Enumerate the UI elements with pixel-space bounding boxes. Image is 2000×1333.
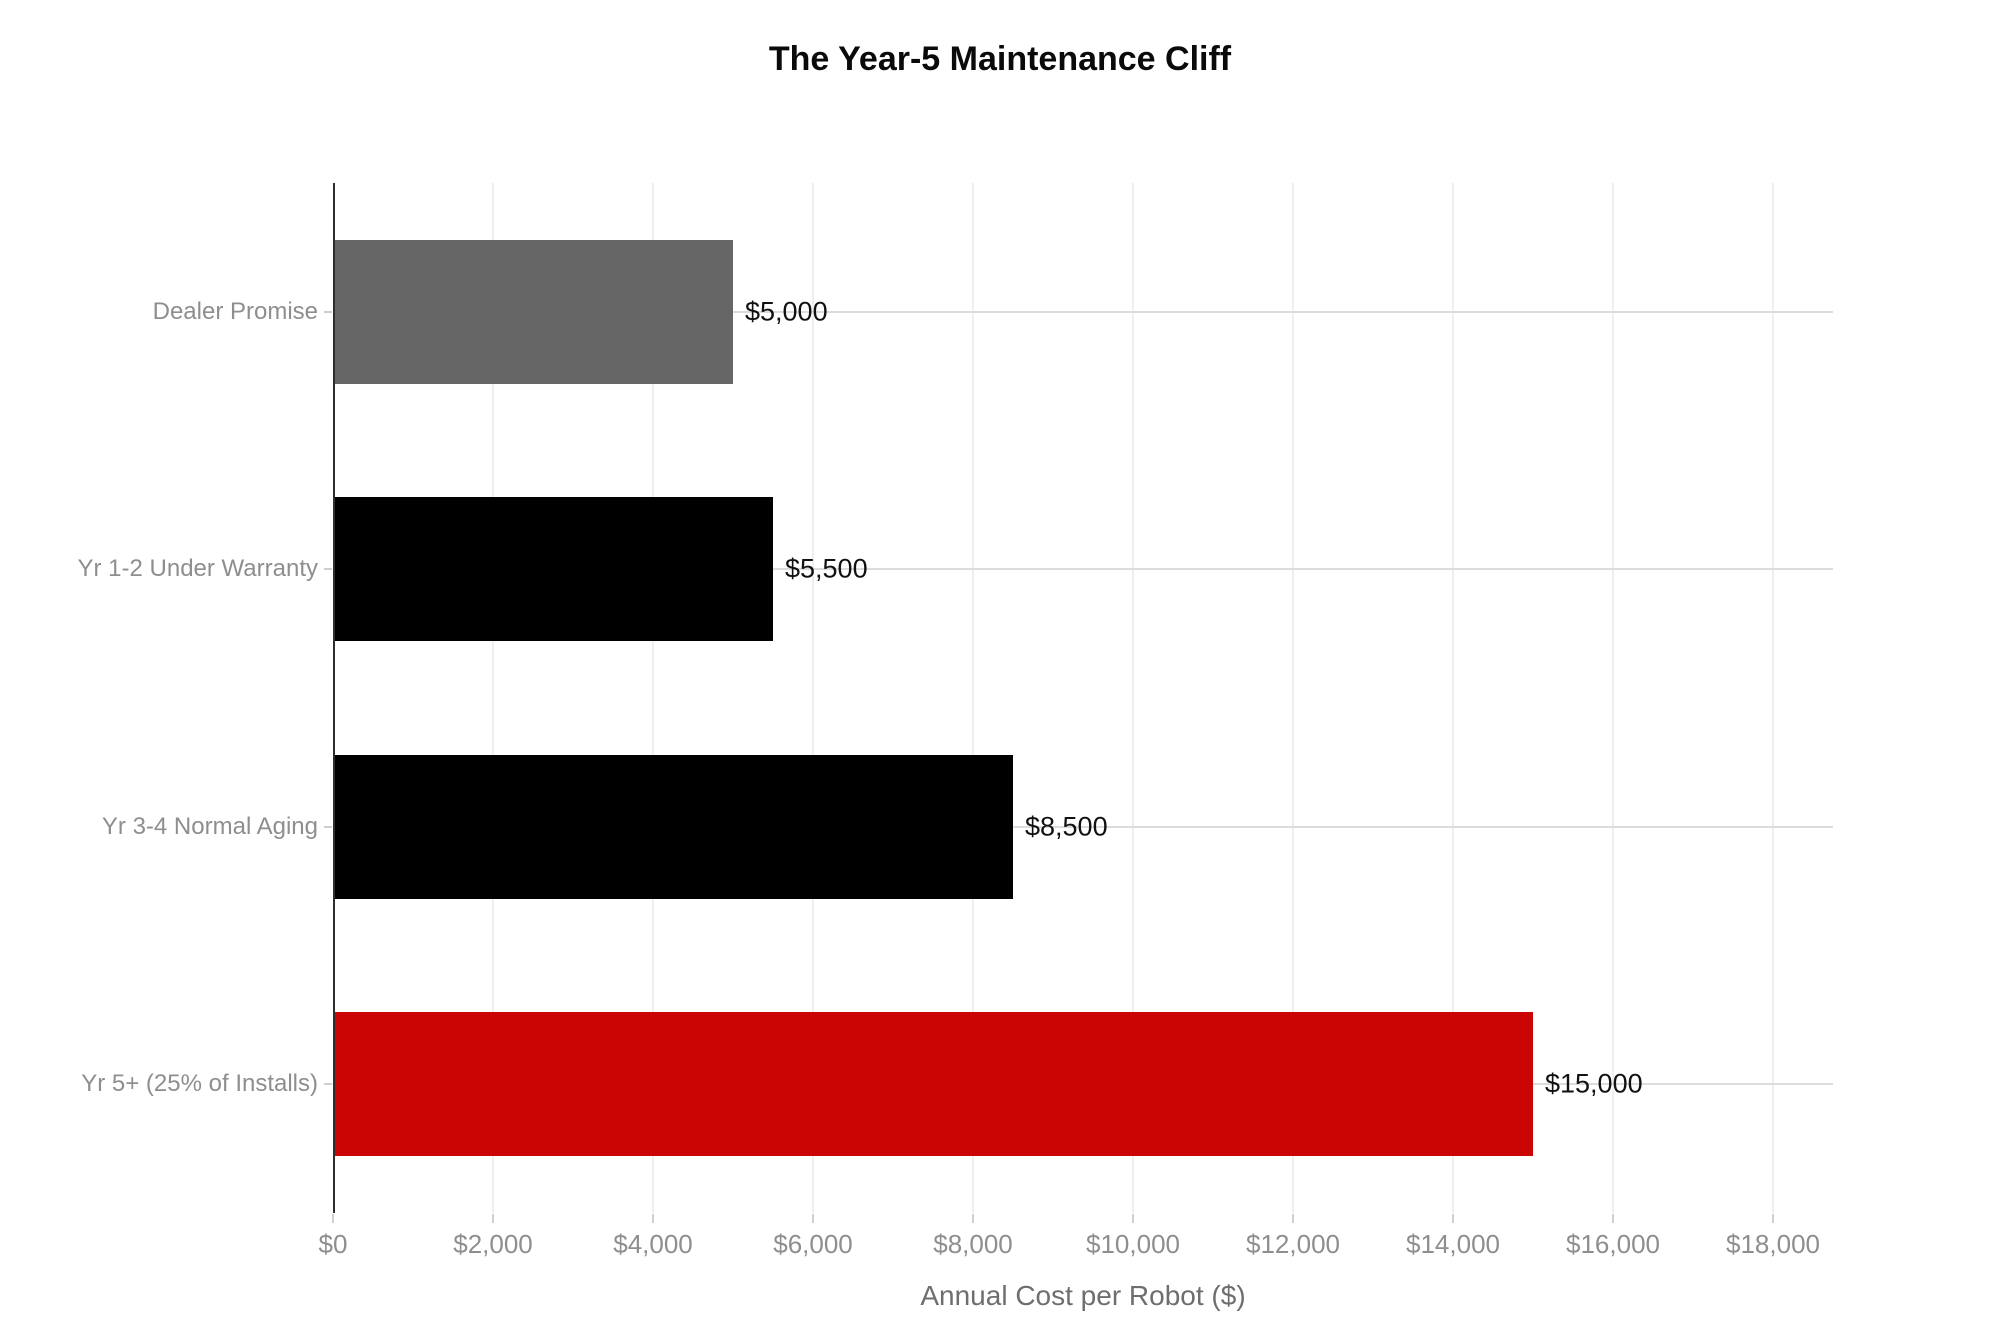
vertical-gridline bbox=[972, 183, 974, 1213]
y-tick bbox=[324, 310, 332, 313]
x-tick-label: $4,000 bbox=[613, 1229, 693, 1259]
x-tick bbox=[812, 1214, 814, 1223]
x-tick bbox=[1772, 1214, 1774, 1223]
bar-value-label: $5,000 bbox=[745, 296, 828, 327]
bar-value-label: $15,000 bbox=[1545, 1068, 1643, 1099]
x-tick-label: $18,000 bbox=[1726, 1229, 1820, 1259]
x-tick bbox=[1292, 1214, 1294, 1223]
x-tick bbox=[972, 1214, 974, 1223]
bar-dealer-promise bbox=[333, 239, 733, 384]
vertical-gridline bbox=[1292, 183, 1294, 1213]
vertical-gridline bbox=[1772, 183, 1774, 1213]
x-tick-label: $2,000 bbox=[453, 1229, 533, 1259]
x-tick bbox=[492, 1214, 494, 1223]
category-label-yr-3-4-normal-aging: Yr 3-4 Normal Aging bbox=[101, 812, 318, 840]
vertical-gridline bbox=[1612, 183, 1614, 1213]
x-tick-label: $10,000 bbox=[1086, 1229, 1180, 1259]
vertical-gridline bbox=[1132, 183, 1134, 1213]
x-tick-label: $6,000 bbox=[773, 1229, 853, 1259]
y-axis-line bbox=[333, 183, 335, 1213]
x-tick-label: $12,000 bbox=[1246, 1229, 1340, 1259]
x-tick bbox=[1612, 1214, 1614, 1223]
category-label-yr-5-25-of-installs: Yr 5+ (25% of Installs) bbox=[81, 1070, 318, 1098]
category-label-yr-1-2-under-warranty: Yr 1-2 Under Warranty bbox=[77, 555, 318, 583]
vertical-gridline bbox=[652, 183, 654, 1213]
chart-title: The Year-5 Maintenance Cliff bbox=[768, 40, 1232, 78]
category-label-dealer-promise: Dealer Promise bbox=[152, 297, 318, 325]
x-tick-label: $14,000 bbox=[1406, 1229, 1500, 1259]
x-tick-label: $0 bbox=[318, 1229, 348, 1259]
x-tick bbox=[1452, 1214, 1454, 1223]
horizontal-gridline bbox=[333, 310, 1833, 313]
x-tick-label: $16,000 bbox=[1566, 1229, 1660, 1259]
bar-yr-1-2-under-warranty bbox=[333, 497, 773, 642]
x-axis-title: Annual Cost per Robot ($) bbox=[920, 1280, 1246, 1311]
y-tick bbox=[324, 568, 332, 571]
y-tick bbox=[324, 1083, 332, 1086]
bar-yr-5-25-of-installs bbox=[333, 1012, 1533, 1157]
bar-value-label: $5,500 bbox=[785, 553, 868, 584]
x-tick-label: $8,000 bbox=[933, 1229, 1013, 1259]
bar-value-label: $8,500 bbox=[1025, 811, 1108, 842]
x-tick bbox=[652, 1214, 654, 1223]
y-tick bbox=[324, 825, 332, 828]
vertical-gridline bbox=[812, 183, 814, 1213]
vertical-gridline bbox=[1452, 183, 1454, 1213]
plot-area: $5,000 $5,500 $8,500 $15,000 bbox=[333, 183, 1833, 1213]
x-tick bbox=[332, 1214, 334, 1223]
horizontal-gridline bbox=[333, 825, 1833, 828]
vertical-gridline bbox=[492, 183, 494, 1213]
bar-yr-3-4-normal-aging bbox=[333, 754, 1013, 899]
x-tick bbox=[1132, 1214, 1134, 1223]
horizontal-gridline bbox=[333, 568, 1833, 571]
